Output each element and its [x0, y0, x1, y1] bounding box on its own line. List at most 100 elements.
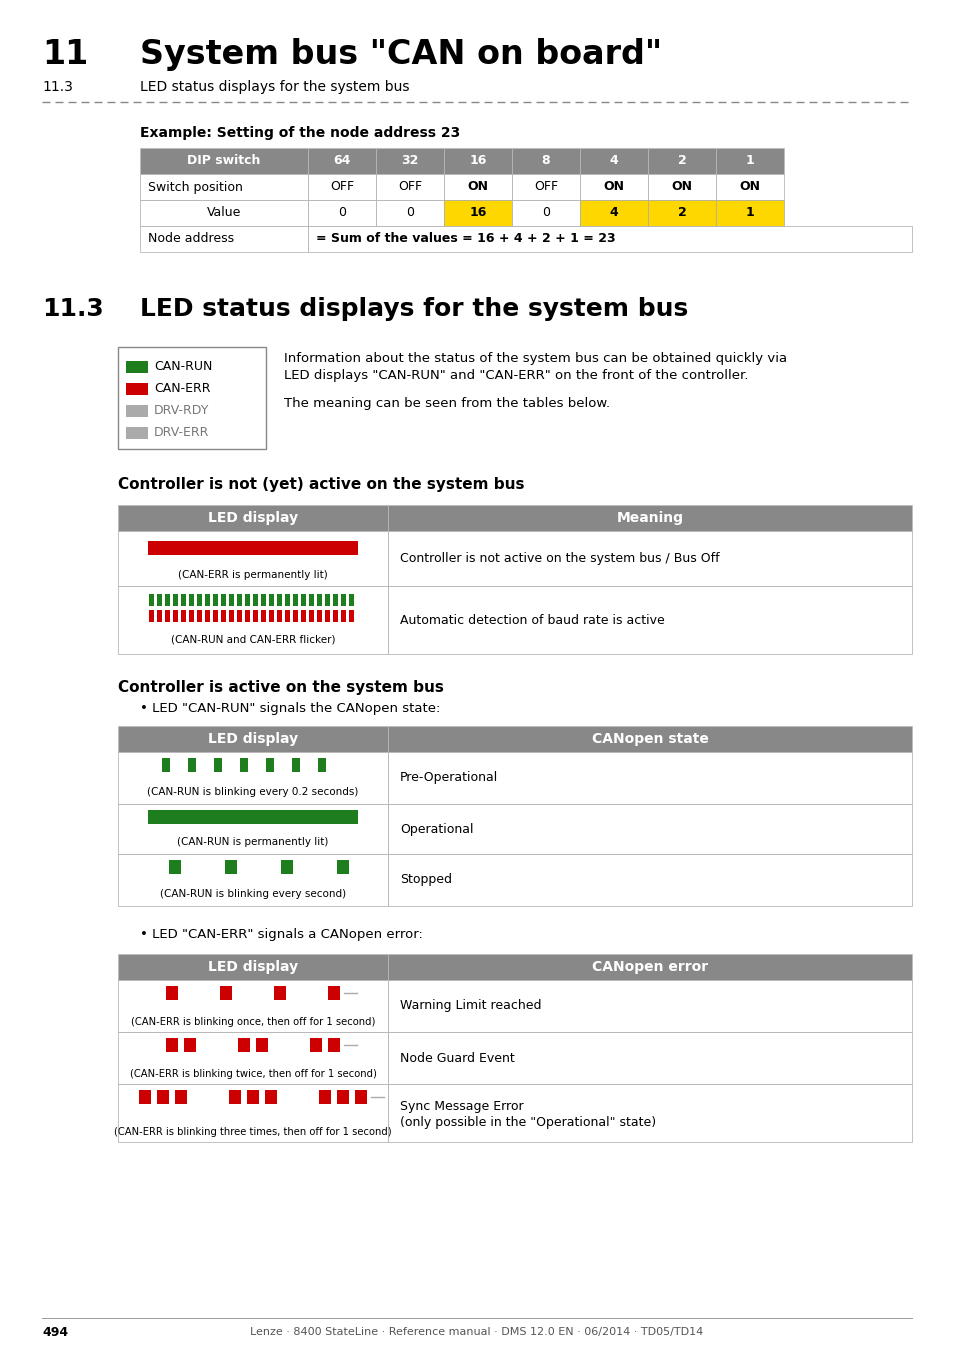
Bar	[126, 427, 148, 439]
Text: 0: 0	[406, 207, 414, 220]
Text: (CAN-ERR is blinking three times, then off for 1 second): (CAN-ERR is blinking three times, then o…	[114, 1127, 392, 1137]
Text: Meaning: Meaning	[616, 512, 682, 525]
Bar	[140, 225, 308, 252]
Bar	[149, 610, 153, 622]
Text: Operational: Operational	[399, 822, 473, 836]
Bar	[205, 594, 210, 606]
Bar	[118, 1031, 388, 1084]
Text: (CAN-ERR is blinking once, then off for 1 second): (CAN-ERR is blinking once, then off for …	[131, 1017, 375, 1027]
Text: DRV-ERR: DRV-ERR	[153, 425, 209, 439]
Text: 32: 32	[401, 154, 418, 167]
Bar	[276, 594, 282, 606]
Bar	[647, 148, 716, 174]
Bar	[213, 594, 218, 606]
Bar	[333, 610, 337, 622]
Bar	[443, 148, 512, 174]
Text: Lenze · 8400 StateLine · Reference manual · DMS 12.0 EN · 06/2014 · TD05/TD14: Lenze · 8400 StateLine · Reference manua…	[250, 1327, 703, 1336]
Bar	[512, 200, 579, 225]
Bar	[184, 1038, 195, 1052]
Text: (CAN-RUN is permanently lit): (CAN-RUN is permanently lit)	[177, 837, 329, 846]
Bar	[647, 174, 716, 200]
Text: OFF: OFF	[534, 181, 558, 193]
Bar	[308, 148, 375, 174]
Bar	[247, 1089, 258, 1104]
Bar	[149, 594, 153, 606]
Bar	[253, 610, 257, 622]
Bar	[189, 594, 193, 606]
Text: 2: 2	[677, 154, 685, 167]
Bar	[308, 225, 911, 252]
Bar	[318, 1089, 331, 1104]
Bar	[140, 200, 308, 225]
Bar	[316, 594, 322, 606]
Bar	[301, 594, 306, 606]
Text: (only possible in the "Operational" state): (only possible in the "Operational" stat…	[399, 1116, 656, 1129]
Bar	[118, 805, 388, 855]
Text: 8: 8	[541, 154, 550, 167]
Bar	[375, 148, 443, 174]
Bar	[196, 610, 202, 622]
Bar	[255, 1038, 268, 1052]
Bar	[166, 986, 178, 1000]
Text: Controller is not (yet) active on the system bus: Controller is not (yet) active on the sy…	[118, 477, 524, 491]
Bar	[388, 954, 911, 980]
Bar	[118, 505, 388, 531]
Text: LED display: LED display	[208, 960, 297, 973]
Bar	[443, 174, 512, 200]
Text: Pre-Operational: Pre-Operational	[399, 771, 497, 784]
Bar	[388, 752, 911, 805]
Bar	[325, 594, 330, 606]
Bar	[388, 805, 911, 855]
Text: LED status displays for the system bus: LED status displays for the system bus	[140, 297, 687, 321]
Bar	[309, 610, 314, 622]
Bar	[388, 505, 911, 531]
Text: Controller is active on the system bus: Controller is active on the system bus	[118, 680, 443, 695]
Text: OFF: OFF	[330, 181, 354, 193]
Bar	[172, 610, 178, 622]
Text: (CAN-ERR is permanently lit): (CAN-ERR is permanently lit)	[178, 570, 328, 580]
Bar	[336, 1089, 349, 1104]
Bar	[333, 594, 337, 606]
Bar	[375, 200, 443, 225]
Bar	[236, 610, 242, 622]
Text: LED display: LED display	[208, 512, 297, 525]
Text: LED display: LED display	[208, 732, 297, 747]
Bar	[292, 757, 299, 772]
Bar	[229, 1089, 241, 1104]
Bar	[188, 757, 195, 772]
Text: 11: 11	[42, 38, 89, 72]
Text: DIP switch: DIP switch	[187, 154, 260, 167]
Text: 4: 4	[609, 154, 618, 167]
Bar	[716, 200, 783, 225]
Bar	[245, 610, 250, 622]
Bar	[118, 1084, 388, 1142]
Text: Controller is not active on the system bus / Bus Off: Controller is not active on the system b…	[399, 552, 719, 566]
Bar	[165, 610, 170, 622]
Bar	[148, 810, 357, 824]
Text: 4: 4	[609, 207, 618, 220]
Bar	[118, 586, 388, 653]
Bar	[375, 174, 443, 200]
Bar	[165, 594, 170, 606]
Text: 1: 1	[745, 207, 754, 220]
Bar	[140, 148, 308, 174]
Text: LED displays "CAN-RUN" and "CAN-ERR" on the front of the controller.: LED displays "CAN-RUN" and "CAN-ERR" on …	[284, 369, 747, 382]
Bar	[512, 148, 579, 174]
Text: (CAN-RUN is blinking every 0.2 seconds): (CAN-RUN is blinking every 0.2 seconds)	[147, 787, 358, 796]
Bar	[388, 726, 911, 752]
Text: ON: ON	[467, 181, 488, 193]
Bar	[118, 954, 388, 980]
Bar	[340, 610, 346, 622]
Bar	[716, 174, 783, 200]
Bar	[172, 594, 178, 606]
Bar	[261, 594, 266, 606]
Text: Stopped: Stopped	[399, 873, 452, 887]
Bar	[293, 610, 297, 622]
Bar	[118, 726, 388, 752]
Bar	[181, 610, 186, 622]
Bar	[148, 541, 357, 555]
Text: • LED "CAN-RUN" signals the CANopen state:: • LED "CAN-RUN" signals the CANopen stat…	[140, 702, 440, 716]
Bar	[336, 860, 349, 873]
Bar	[285, 610, 290, 622]
Text: CANopen error: CANopen error	[591, 960, 707, 973]
